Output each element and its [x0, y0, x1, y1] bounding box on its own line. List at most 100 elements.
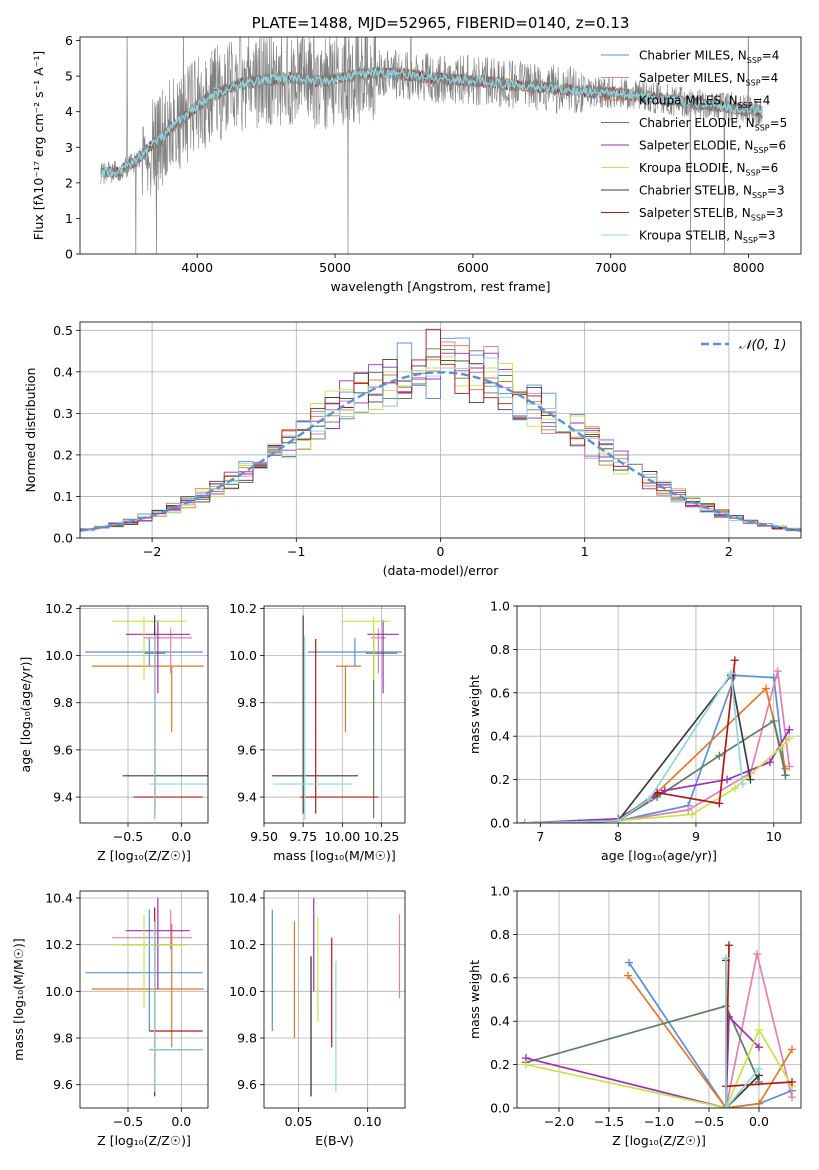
legend-sub: SSP [738, 101, 753, 110]
legend-label: Chabrier MILES, N [639, 49, 747, 63]
x-tick-label: 0.0 [749, 1114, 769, 1129]
axes-mass_vs_Z: −0.5 0.0 9.6 9.8 10.0 10.2 10.4 [45, 891, 209, 1129]
y-tick-label: 4 [65, 104, 73, 119]
frame-mw_vs_Z: −2.0 −1.5 −1.0 −0.5 0.0 0.0 0.2 0.4 0.6 0.8 1.0 [490, 884, 802, 1129]
legend-entry: Salpeter MILES, NSSP=4 [639, 71, 778, 88]
y-tick-label: 0.4 [490, 729, 510, 744]
axes-frame [263, 890, 406, 1109]
x-tick-label: 7 [536, 829, 544, 844]
y-tick-label: 0.1 [53, 489, 73, 504]
y-tick-label: 0.5 [53, 323, 73, 338]
y-tick-label: 9.4 [237, 790, 257, 805]
frame-mass_vs_ebv: 0.05 0.10 9.6 9.8 10.0 10.2 10.4 [229, 890, 406, 1129]
plot-area-mw_vs_Z [522, 941, 796, 1108]
x-tick-label: 10 [766, 829, 782, 844]
y-tick-label: 0.4 [53, 364, 73, 379]
legend-label: Kroupa MILES, N [639, 94, 738, 108]
x-tick-label: 8 [614, 829, 622, 844]
legend-label: Salpeter MILES, N [639, 71, 746, 85]
legend-label: Kroupa STELIB, N [639, 229, 743, 243]
axes-frame [263, 605, 406, 824]
y-tick-label: 9.8 [53, 1031, 73, 1046]
legend-sub: SSP [753, 146, 768, 155]
x-tick-label: 9.50 [250, 829, 278, 844]
legend-entry: Kroupa MILES, NSSP=4 [639, 94, 770, 111]
legend-entry: Chabrier ELODIE, NSSP=5 [639, 116, 787, 133]
x-tick-label: 9.75 [289, 829, 317, 844]
mass-weight-line [525, 1004, 760, 1083]
y-tick-label: 2 [65, 175, 73, 190]
chart-title: PLATE=1488, MJD=52965, FIBERID=0140, z=0… [252, 14, 630, 32]
x-tick-label: 0.0 [171, 1114, 191, 1129]
y-tick-label: 0.2 [490, 772, 510, 787]
mass-weight-line [627, 975, 793, 1108]
x-axis-label: (data-model)/error [383, 563, 500, 578]
legend-sub: SSP [747, 56, 762, 65]
axes-frame [79, 36, 802, 255]
mass-weight-line [524, 673, 752, 823]
x-tick-label: 8000 [733, 260, 765, 275]
y-tick-label: 9.6 [53, 1077, 73, 1092]
y-tick-label: 3 [65, 140, 73, 155]
frame-residuals: −2 −1 0 1 2 0.0 0.1 0.2 0.3 0.4 0.5 [53, 321, 802, 559]
legend-suffix: =3 [766, 206, 784, 220]
legend-sub: SSP [746, 169, 761, 178]
legend-label: Chabrier ELODIE, N [639, 116, 755, 130]
legend-suffix: =6 [768, 139, 786, 153]
y-tick-label: 10.0 [45, 984, 73, 999]
x-tick-label: −0.5 [113, 1114, 143, 1129]
legend-suffix: =3 [758, 229, 776, 243]
x-tick-label: 0.0 [171, 829, 191, 844]
y-axis-label: Normed distribution [23, 368, 38, 493]
legend-suffix: =6 [761, 161, 779, 175]
legend-suffix: =4 [753, 94, 771, 108]
x-axis-label: wavelength [Angstrom, rest frame] [330, 279, 550, 294]
gaussian-curve [80, 371, 801, 532]
mass-weight-line [524, 737, 790, 823]
y-axis-label: Flux [fλ10⁻¹⁷ erg cm⁻² s⁻¹ A⁻¹] [31, 51, 46, 240]
legend-suffix: =5 [770, 116, 788, 130]
y-tick-label: 10.2 [45, 601, 73, 616]
legend-entry: Salpeter ELODIE, NSSP=6 [639, 139, 786, 156]
observed-spectrum [100, 37, 763, 254]
y-tick-label: 5 [65, 69, 73, 84]
mass-weight-line [524, 729, 791, 823]
x-tick-label: −1.0 [644, 1114, 674, 1129]
mass-weight-line [524, 674, 787, 823]
x-tick-label: 2 [725, 544, 733, 559]
x-tick-label: 5000 [319, 260, 351, 275]
y-tick-label: 1.0 [490, 884, 510, 899]
axes-mw_vs_age: 7 8 9 10 0.0 0.2 0.4 0.6 0.8 1.0 [490, 599, 802, 844]
frame-mass_vs_Z: −0.5 0.0 9.6 9.8 10.0 10.2 10.4 [45, 891, 209, 1129]
mass-weight-line [579, 670, 791, 823]
y-tick-label: 0.8 [490, 927, 510, 942]
legend-sub: SSP [743, 236, 758, 245]
y-tick-label: 0.6 [490, 685, 510, 700]
y-tick-label: 1.0 [490, 599, 510, 614]
x-tick-label: 10.25 [364, 829, 400, 844]
y-axis-label: age [log₁₀(age/yr)] [18, 657, 33, 773]
x-tick-label: 1 [581, 544, 589, 559]
legend-suffix: =4 [761, 71, 779, 85]
x-axis-label: mass [log₁₀(M/M☉)] [273, 848, 395, 863]
y-tick-label: 0.0 [490, 816, 510, 831]
x-tick-label: 6000 [457, 260, 489, 275]
y-tick-label: 0.8 [490, 642, 510, 657]
axes-spectrum: 4000 5000 6000 7000 8000 0 1 2 3 4 5 6 [65, 33, 802, 275]
legend-sub: SSP [752, 191, 767, 200]
y-tick-label: 9.6 [237, 742, 257, 757]
legend-label: Salpeter STELIB, N [639, 206, 751, 220]
plot-area-spectrum [100, 37, 763, 254]
legend-suffix: =4 [762, 49, 780, 63]
mass-weight-line [525, 1014, 760, 1108]
y-tick-label: 10.4 [229, 891, 257, 906]
y-tick-label: 9.6 [53, 742, 73, 757]
x-tick-label: −1 [287, 544, 305, 559]
y-axis-label: mass [log₁₀(M/M☉)] [11, 938, 26, 1060]
y-tick-label: 0.2 [490, 1057, 510, 1072]
frame-spectrum: 4000 5000 6000 7000 8000 0 1 2 3 4 5 6 [65, 33, 802, 275]
legend-entry: 𝒩(0, 1) [739, 338, 786, 353]
y-tick-label: 9.8 [237, 1031, 257, 1046]
y-tick-label: 0.0 [53, 531, 73, 546]
